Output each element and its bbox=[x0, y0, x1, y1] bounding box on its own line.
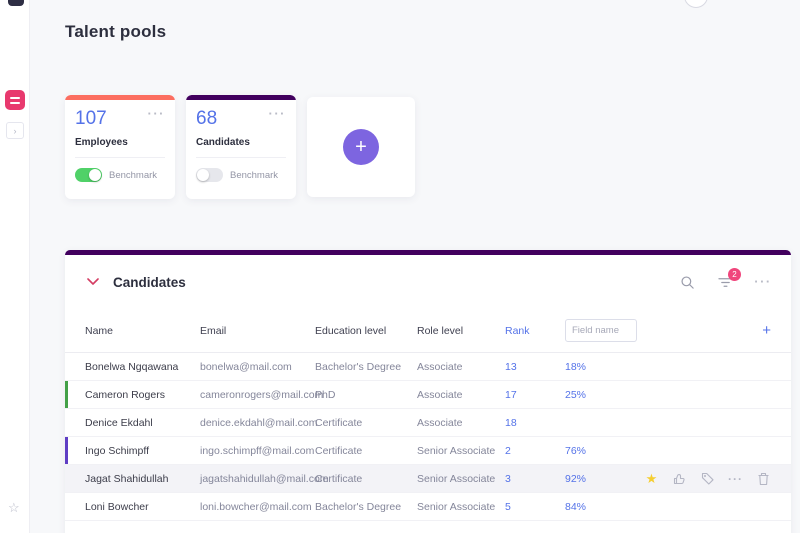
sidebar-expand-button[interactable]: › bbox=[6, 122, 24, 139]
card-value: 107 bbox=[75, 108, 107, 129]
cell-email: denice.ekdahl@mail.com bbox=[200, 416, 318, 429]
cell-percent: 25% bbox=[565, 388, 587, 401]
cell-name: Loni Bowcher bbox=[85, 500, 149, 513]
cell-education: Bachelor's Degree bbox=[315, 360, 402, 373]
row-more-icon[interactable]: ··· bbox=[728, 471, 743, 486]
card-label: Employees bbox=[75, 137, 165, 158]
column-header-education[interactable]: Education level bbox=[315, 324, 387, 337]
cell-role: Senior Associate bbox=[417, 500, 496, 513]
cell-role: Associate bbox=[417, 388, 463, 401]
cell-education: Certificate bbox=[315, 416, 363, 429]
new-field-input[interactable] bbox=[565, 319, 637, 342]
cell-percent: 18% bbox=[565, 360, 587, 373]
card-accent-bar bbox=[186, 95, 296, 100]
cell-rank[interactable]: 18 bbox=[505, 416, 517, 429]
avatar[interactable] bbox=[684, 0, 708, 8]
cell-role: Senior Associate bbox=[417, 444, 496, 457]
menu-icon[interactable] bbox=[5, 90, 25, 110]
cell-education: PhD bbox=[315, 388, 336, 401]
more-icon[interactable]: ··· bbox=[147, 106, 165, 121]
page-title: Talent pools bbox=[65, 22, 167, 41]
column-header-row: Name Email Education level Role level Ra… bbox=[65, 309, 791, 353]
benchmark-label: Benchmark bbox=[109, 169, 158, 181]
favorites-icon[interactable]: ☆ bbox=[8, 500, 20, 515]
row-accent-bar bbox=[65, 437, 68, 464]
card-label: Candidates bbox=[196, 137, 286, 158]
cell-education: Bachelor's Degree bbox=[315, 500, 402, 513]
table-header: Candidates 2 ··· bbox=[65, 255, 791, 309]
table-row[interactable]: Denice Ekdahl denice.ekdahl@mail.com Certi… bbox=[65, 409, 791, 437]
table-title: Candidates bbox=[113, 274, 186, 290]
card-accent-bar bbox=[65, 95, 175, 100]
table-row[interactable]: Jagat Shahidullah jagatshahidullah@mail.c… bbox=[65, 465, 791, 493]
cell-education: Certificate bbox=[315, 444, 363, 457]
cell-education: Certificate bbox=[315, 472, 363, 485]
benchmark-toggle[interactable] bbox=[196, 168, 223, 182]
filter-icon[interactable]: 2 bbox=[717, 268, 741, 290]
cell-name: Denice Ekdahl bbox=[85, 416, 153, 429]
cell-role: Associate bbox=[417, 416, 463, 429]
table-accent-bar bbox=[65, 250, 791, 255]
column-header-email[interactable]: Email bbox=[200, 324, 227, 337]
trash-icon[interactable] bbox=[756, 471, 771, 486]
cell-rank[interactable]: 17 bbox=[505, 388, 517, 401]
cell-rank[interactable]: 5 bbox=[505, 500, 511, 513]
cell-rank[interactable]: 3 bbox=[505, 472, 511, 485]
cell-email: ingo.schimpff@mail.com bbox=[200, 444, 315, 457]
add-pool-button[interactable]: + bbox=[343, 129, 379, 165]
benchmark-toggle[interactable] bbox=[75, 168, 102, 182]
column-header-name[interactable]: Name bbox=[85, 324, 114, 337]
cell-name: Cameron Rogers bbox=[85, 388, 165, 401]
benchmark-label: Benchmark bbox=[230, 169, 279, 181]
app-logo bbox=[8, 0, 24, 6]
stat-card-candidates: 68 ··· Candidates Benchmark bbox=[186, 95, 296, 199]
row-accent-bar bbox=[65, 381, 68, 408]
table-row[interactable]: Loni Bowcher loni.bowcher@mail.com Bachelo… bbox=[65, 493, 791, 521]
cell-name: Jagat Shahidullah bbox=[85, 472, 169, 485]
cell-email: jagatshahidullah@mail.com bbox=[200, 472, 329, 485]
cell-percent: 84% bbox=[565, 500, 587, 513]
cell-percent: 76% bbox=[565, 444, 587, 457]
cell-rank[interactable]: 2 bbox=[505, 444, 511, 457]
column-header-role[interactable]: Role level bbox=[417, 324, 464, 337]
table-more-icon[interactable]: ··· bbox=[754, 274, 772, 289]
table-row[interactable]: Ingo Schimpff ingo.schimpff@mail.com Certi… bbox=[65, 437, 791, 465]
row-actions: ★ ··· bbox=[644, 471, 771, 486]
filter-count-badge: 2 bbox=[728, 268, 741, 281]
stat-card-employees: 107 ··· Employees Benchmark bbox=[65, 95, 175, 199]
candidates-table-card: Candidates 2 ··· Name Email Education le… bbox=[65, 250, 791, 533]
cell-email: cameronrogers@mail.com bbox=[200, 388, 324, 401]
card-value: 68 bbox=[196, 108, 218, 129]
cell-role: Senior Associate bbox=[417, 472, 496, 485]
cell-name: Bonelwa Ngqawana bbox=[85, 360, 179, 373]
add-pool-card: + bbox=[307, 97, 415, 197]
table-row[interactable]: Bonelwa Ngqawana bonelwa@mail.com Bachelor… bbox=[65, 353, 791, 381]
table-body: Bonelwa Ngqawana bonelwa@mail.com Bachelor… bbox=[65, 353, 791, 521]
sidebar: › ☆ bbox=[0, 0, 30, 533]
star-icon[interactable]: ★ bbox=[645, 470, 658, 486]
cell-role: Associate bbox=[417, 360, 463, 373]
cell-email: bonelwa@mail.com bbox=[200, 360, 292, 373]
cell-percent: 92% bbox=[565, 472, 587, 485]
table-row[interactable]: Cameron Rogers cameronrogers@mail.com PhD A… bbox=[65, 381, 791, 409]
search-icon[interactable] bbox=[679, 274, 695, 290]
cell-rank[interactable]: 13 bbox=[505, 360, 517, 373]
cell-name: Ingo Schimpff bbox=[85, 444, 150, 457]
tag-icon[interactable] bbox=[700, 471, 715, 486]
more-icon[interactable]: ··· bbox=[268, 106, 286, 121]
collapse-chevron-icon[interactable] bbox=[85, 274, 101, 290]
add-column-button[interactable]: + bbox=[762, 322, 771, 339]
column-header-rank[interactable]: Rank bbox=[505, 324, 530, 337]
thumbs-up-icon[interactable] bbox=[672, 471, 687, 486]
cell-email: loni.bowcher@mail.com bbox=[200, 500, 312, 513]
